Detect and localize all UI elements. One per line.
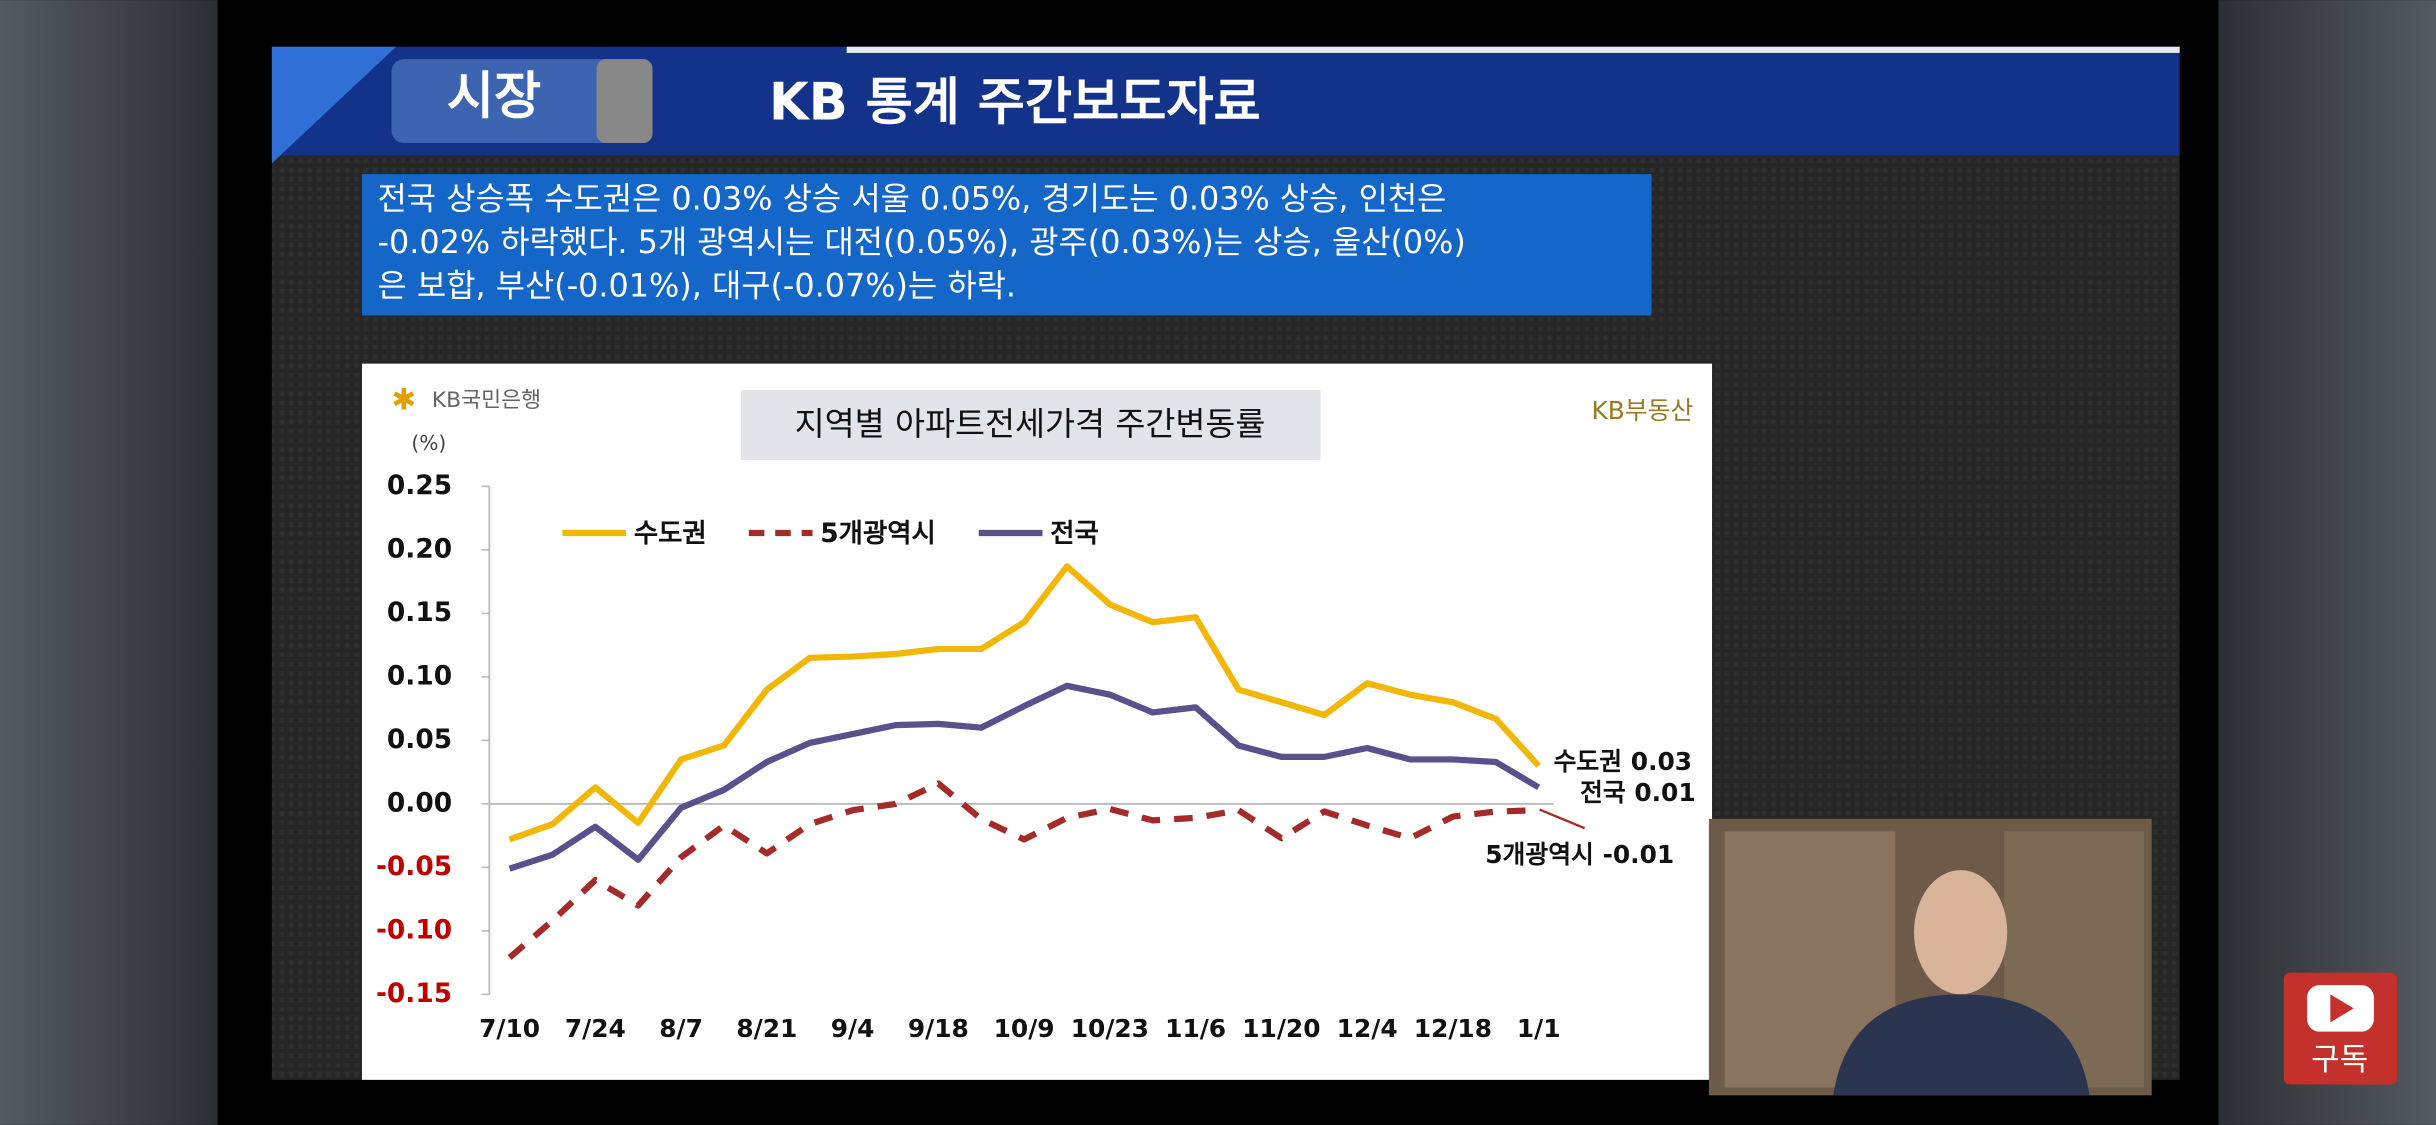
badge: 시장 — [447, 67, 541, 127]
badge-box — [391, 59, 653, 144]
legend-label: 수도권 — [634, 518, 707, 549]
subscribe-label[interactable]: 구독 — [2311, 1042, 2368, 1078]
y-tick-label: 0.25 — [387, 470, 452, 501]
x-tick-label: 1/1 — [1517, 1014, 1561, 1043]
logo-left: KB국민은행 — [432, 388, 541, 413]
badge-tab — [596, 59, 653, 144]
x-tick-label: 10/23 — [1071, 1014, 1149, 1043]
y-axis-label: (%) — [411, 431, 446, 455]
chart-panel — [361, 363, 1713, 1080]
x-tick-label: 12/4 — [1337, 1014, 1398, 1043]
y-tick-label: -0.10 — [376, 914, 452, 945]
summary-line: 은 보합, 부산(-0.01%), 대구(-0.07%)는 하락. — [378, 267, 1017, 305]
end-label: 수도권 0.03 — [1554, 747, 1693, 776]
legend-label: 5개광역시 — [820, 518, 936, 549]
summary-line: 전국 상승폭 수도권은 0.03% 상승 서울 0.05%, 경기도는 0.03… — [378, 180, 1447, 218]
legend-label: 전국 — [1050, 518, 1099, 549]
side-right — [2218, 0, 2436, 1125]
y-tick-label: 0.05 — [387, 724, 452, 755]
x-tick-label: 7/10 — [479, 1014, 540, 1043]
x-tick-label: 10/9 — [994, 1014, 1055, 1043]
leader-line — [1539, 808, 1586, 830]
x-tick-label: 8/7 — [659, 1014, 703, 1043]
summary-line: -0.02% 하락했다. 5개 광역시는 대전(0.05%), 광주(0.03%… — [378, 223, 1466, 261]
x-tick-label: 11/6 — [1165, 1014, 1226, 1043]
header-stripe — [846, 46, 2180, 53]
end-label: 5개광역시 -0.01 — [1485, 840, 1674, 869]
y-tick-label: 0.15 — [387, 597, 452, 628]
person-head — [1914, 870, 2008, 995]
slide-title: KB 통계 주간보도자료 — [769, 73, 1261, 133]
x-tick-label: 9/4 — [831, 1014, 875, 1043]
person-body — [1833, 994, 2090, 1096]
summary-box — [361, 174, 1652, 316]
y-tick-label: 0.00 — [387, 787, 452, 818]
x-tick-label: 12/18 — [1414, 1014, 1492, 1043]
logo-right: KB부동산 — [1591, 396, 1693, 425]
x-tick-label: 11/20 — [1242, 1014, 1320, 1043]
series-line — [508, 563, 1541, 843]
chart-title-box — [741, 390, 1321, 460]
x-tick-label: 7/24 — [565, 1014, 626, 1043]
side-left — [0, 0, 218, 1125]
x-tick-label: 9/18 — [908, 1014, 969, 1043]
webcam — [1708, 818, 2152, 1096]
end-label: 전국 0.01 — [1580, 778, 1696, 807]
x-tick-label: 8/21 — [736, 1014, 797, 1043]
chart-title: 지역별 아파트전세가격 주간변동률 — [795, 405, 1266, 443]
y-tick-label: -0.05 — [376, 851, 452, 882]
subscribe-play — [2330, 994, 2354, 1023]
series-line — [507, 780, 1539, 960]
series-line — [508, 682, 1541, 872]
y-tick-label: -0.15 — [376, 978, 452, 1009]
y-tick-label: 0.10 — [387, 660, 452, 691]
y-tick-label: 0.20 — [387, 533, 452, 564]
logo-mark: ✱ — [391, 382, 416, 416]
